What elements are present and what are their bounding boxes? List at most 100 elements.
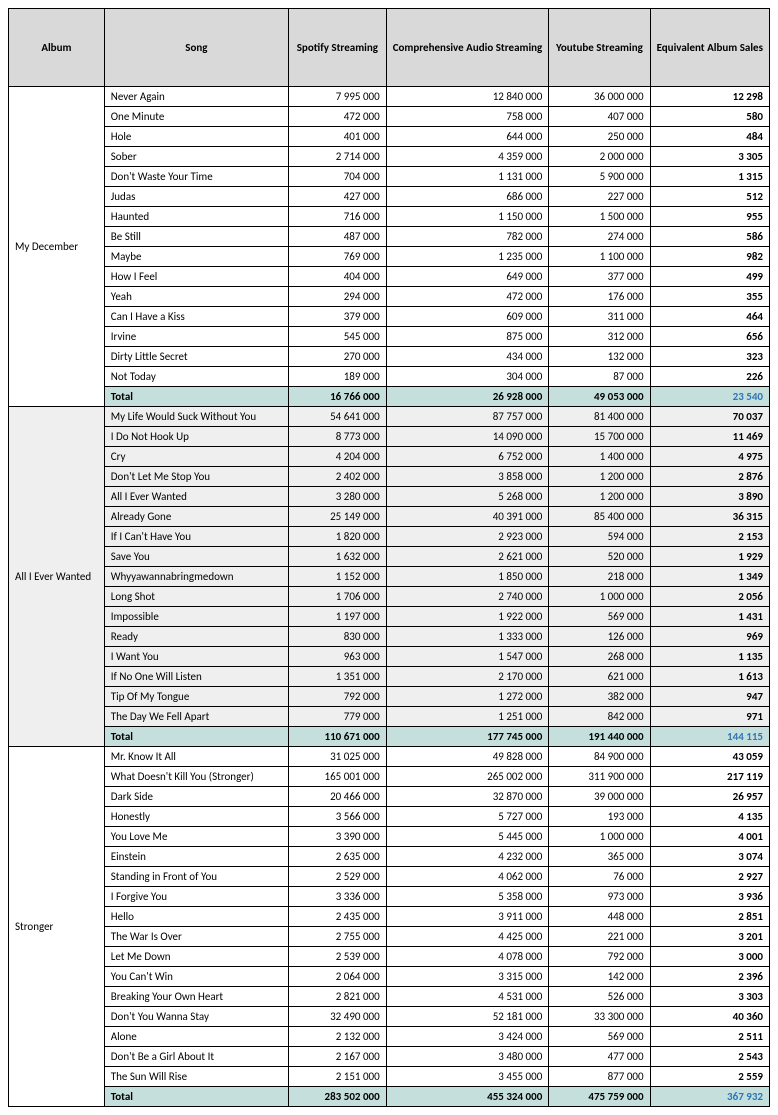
value-cell: 5 358 000 [386, 887, 549, 907]
value-cell: 304 000 [386, 367, 549, 387]
song-title: Standing in Front of You [104, 867, 288, 887]
value-cell: 1 197 000 [289, 607, 387, 627]
col-spotify-header: Spotify Streaming [289, 9, 387, 87]
eas-cell: 2 056 [650, 587, 769, 607]
eas-cell: 217 119 [650, 767, 769, 787]
table-row: Hello2 435 0003 911 000448 0002 851 [9, 907, 770, 927]
song-title: Dark Side [104, 787, 288, 807]
value-cell: 36 000 000 [549, 87, 650, 107]
value-cell: 81 400 000 [549, 407, 650, 427]
song-title: Don't Waste Your Time [104, 167, 288, 187]
song-title: Impossible [104, 607, 288, 627]
table-row: Einstein2 635 0004 232 000365 0003 074 [9, 847, 770, 867]
song-title: What Doesn't Kill You (Stronger) [104, 767, 288, 787]
value-cell: 779 000 [289, 707, 387, 727]
total-label: Total [104, 387, 288, 407]
value-cell: 221 000 [549, 927, 650, 947]
eas-cell: 2 511 [650, 1027, 769, 1047]
total-row: Total16 766 00026 928 00049 053 00023 54… [9, 387, 770, 407]
song-title: The Day We Fell Apart [104, 707, 288, 727]
value-cell: 4 062 000 [386, 867, 549, 887]
eas-cell: 2 396 [650, 967, 769, 987]
song-title: The War Is Over [104, 927, 288, 947]
song-title: Save You [104, 547, 288, 567]
value-cell: 2 435 000 [289, 907, 387, 927]
eas-cell: 947 [650, 687, 769, 707]
value-cell: 25 149 000 [289, 507, 387, 527]
song-title: My Life Would Suck Without You [104, 407, 288, 427]
value-cell: 434 000 [386, 347, 549, 367]
eas-cell: 656 [650, 327, 769, 347]
value-cell: 2 923 000 [386, 527, 549, 547]
value-cell: 407 000 [549, 107, 650, 127]
total-value: 177 745 000 [386, 727, 549, 747]
value-cell: 311 000 [549, 307, 650, 327]
song-title: Let Me Down [104, 947, 288, 967]
value-cell: 2 755 000 [289, 927, 387, 947]
table-row: Don't Be a Girl About It2 167 0003 480 0… [9, 1047, 770, 1067]
value-cell: 5 445 000 [386, 827, 549, 847]
eas-cell: 464 [650, 307, 769, 327]
value-cell: 487 000 [289, 227, 387, 247]
value-cell: 39 000 000 [549, 787, 650, 807]
value-cell: 294 000 [289, 287, 387, 307]
eas-cell: 1 613 [650, 667, 769, 687]
total-eas: 144 115 [650, 727, 769, 747]
song-title: Mr. Know It All [104, 747, 288, 767]
table-row: Impossible1 197 0001 922 000569 0001 431 [9, 607, 770, 627]
table-row: Long Shot1 706 0002 740 0001 000 0002 05… [9, 587, 770, 607]
song-title: If No One Will Listen [104, 667, 288, 687]
value-cell: 3 280 000 [289, 487, 387, 507]
eas-cell: 355 [650, 287, 769, 307]
eas-cell: 586 [650, 227, 769, 247]
eas-cell: 36 315 [650, 507, 769, 527]
song-title: Irvine [104, 327, 288, 347]
value-cell: 4 425 000 [386, 927, 549, 947]
total-value: 26 928 000 [386, 387, 549, 407]
value-cell: 621 000 [549, 667, 650, 687]
table-row: StrongerMr. Know It All31 025 00049 828 … [9, 747, 770, 767]
table-row: How I Feel404 000649 000377 000499 [9, 267, 770, 287]
value-cell: 1 131 000 [386, 167, 549, 187]
song-title: Never Again [104, 87, 288, 107]
value-cell: 2 529 000 [289, 867, 387, 887]
value-cell: 1 272 000 [386, 687, 549, 707]
value-cell: 520 000 [549, 547, 650, 567]
table-row: Alone2 132 0003 424 000569 0002 511 [9, 1027, 770, 1047]
total-value: 283 502 000 [289, 1087, 387, 1107]
table-row: Dark Side20 466 00032 870 00039 000 0002… [9, 787, 770, 807]
table-row: Honestly3 566 0005 727 000193 0004 135 [9, 807, 770, 827]
eas-cell: 3 305 [650, 147, 769, 167]
song-title: Don't Be a Girl About It [104, 1047, 288, 1067]
table-row: Ready830 0001 333 000126 000969 [9, 627, 770, 647]
song-title: Honestly [104, 807, 288, 827]
value-cell: 2 635 000 [289, 847, 387, 867]
total-value: 49 053 000 [549, 387, 650, 407]
value-cell: 4 232 000 [386, 847, 549, 867]
value-cell: 1 251 000 [386, 707, 549, 727]
table-row: Save You1 632 0002 621 000520 0001 929 [9, 547, 770, 567]
eas-cell: 70 037 [650, 407, 769, 427]
value-cell: 227 000 [549, 187, 650, 207]
value-cell: 377 000 [549, 267, 650, 287]
song-title: One Minute [104, 107, 288, 127]
value-cell: 2 132 000 [289, 1027, 387, 1047]
song-title: Not Today [104, 367, 288, 387]
value-cell: 20 466 000 [289, 787, 387, 807]
song-title: Judas [104, 187, 288, 207]
table-row: Not Today189 000304 00087 000226 [9, 367, 770, 387]
value-cell: 1 152 000 [289, 567, 387, 587]
eas-cell: 499 [650, 267, 769, 287]
value-cell: 1 100 000 [549, 247, 650, 267]
table-row: Tip Of My Tongue792 0001 272 000382 0009… [9, 687, 770, 707]
eas-cell: 580 [650, 107, 769, 127]
value-cell: 792 000 [549, 947, 650, 967]
value-cell: 1 850 000 [386, 567, 549, 587]
table-row: Cry4 204 0006 752 0001 400 0004 975 [9, 447, 770, 467]
value-cell: 87 000 [549, 367, 650, 387]
table-row: All I Ever Wanted3 280 0005 268 0001 200… [9, 487, 770, 507]
col-youtube-header: Youtube Streaming [549, 9, 650, 87]
value-cell: 842 000 [549, 707, 650, 727]
value-cell: 5 727 000 [386, 807, 549, 827]
value-cell: 3 455 000 [386, 1067, 549, 1087]
